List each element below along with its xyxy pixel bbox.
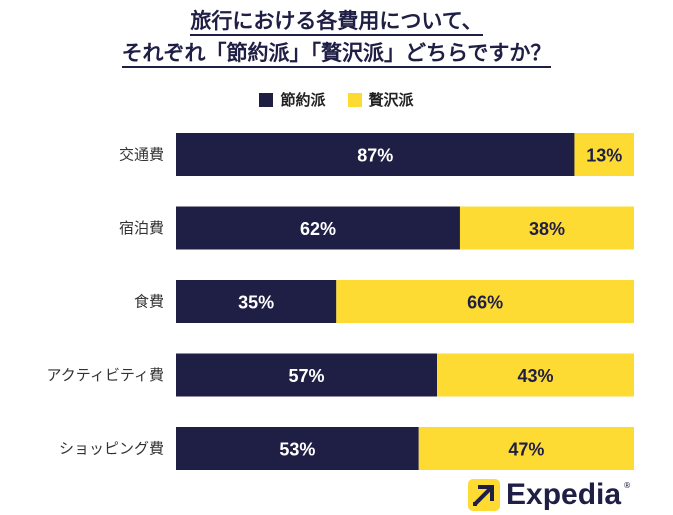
chart-title-line-1-text: 旅行における各費用について、 bbox=[190, 9, 483, 36]
stacked-bar-chart: 交通費 87% 13% 宿泊費 62% 38% 食費 35% 66% アクティビティ費 57% 43%… bbox=[47, 133, 634, 470]
data-label-luxury: 66% bbox=[467, 293, 503, 313]
category-label: ショッピング費 bbox=[59, 440, 164, 458]
data-label-luxury: 13% bbox=[586, 146, 622, 166]
bar-segment-luxury bbox=[459, 206, 634, 250]
legend-label-luxury: 贅沢派 bbox=[368, 91, 414, 109]
chart-title-line-2: それぞれ「節約派」「贅沢派」どちらですか？ bbox=[0, 40, 673, 68]
data-label-luxury: 38% bbox=[529, 219, 565, 239]
category-label: 宿泊費 bbox=[119, 219, 164, 237]
category-label: 交通費 bbox=[119, 146, 164, 164]
bar-segment-saver bbox=[176, 280, 337, 323]
bar-segment-saver bbox=[176, 353, 438, 397]
legend-swatch-luxury bbox=[347, 92, 362, 107]
category-label: アクティビティ費 bbox=[47, 366, 164, 384]
bar-segment-luxury bbox=[574, 133, 634, 176]
expedia-logo-registered-mark: ® bbox=[623, 481, 632, 490]
data-label-saver: 87% bbox=[357, 146, 393, 166]
category-label: 食費 bbox=[134, 293, 164, 311]
legend-item-saver: 節約派 bbox=[259, 89, 326, 110]
bar-segment-luxury bbox=[418, 427, 634, 470]
legend-swatch-saver bbox=[259, 92, 274, 107]
bar-segment-saver bbox=[176, 133, 575, 176]
expedia-logo: Expedia ® bbox=[468, 478, 631, 512]
bar-segment-saver bbox=[176, 206, 460, 250]
chart-title-line-1: 旅行における各費用について、 bbox=[0, 8, 673, 36]
expedia-logo-mark-icon bbox=[468, 479, 500, 511]
data-label-saver: 62% bbox=[300, 219, 336, 239]
chart-legend: 節約派 贅沢派 bbox=[0, 89, 673, 110]
data-label-luxury: 47% bbox=[508, 440, 544, 460]
data-label-saver: 35% bbox=[238, 293, 274, 313]
bar-segment-luxury bbox=[437, 353, 634, 397]
bar-segment-luxury bbox=[336, 280, 634, 323]
data-label-saver: 57% bbox=[289, 366, 325, 386]
chart-title-line-2-text: それぞれ「節約派」「贅沢派」どちらですか？ bbox=[121, 41, 552, 68]
data-label-luxury: 43% bbox=[518, 366, 554, 386]
legend-label-saver: 節約派 bbox=[280, 91, 326, 109]
bar-segment-saver bbox=[176, 427, 419, 470]
legend-item-luxury: 贅沢派 bbox=[347, 89, 414, 110]
expedia-logo-text: Expedia bbox=[506, 478, 622, 511]
data-label-saver: 53% bbox=[279, 440, 315, 460]
